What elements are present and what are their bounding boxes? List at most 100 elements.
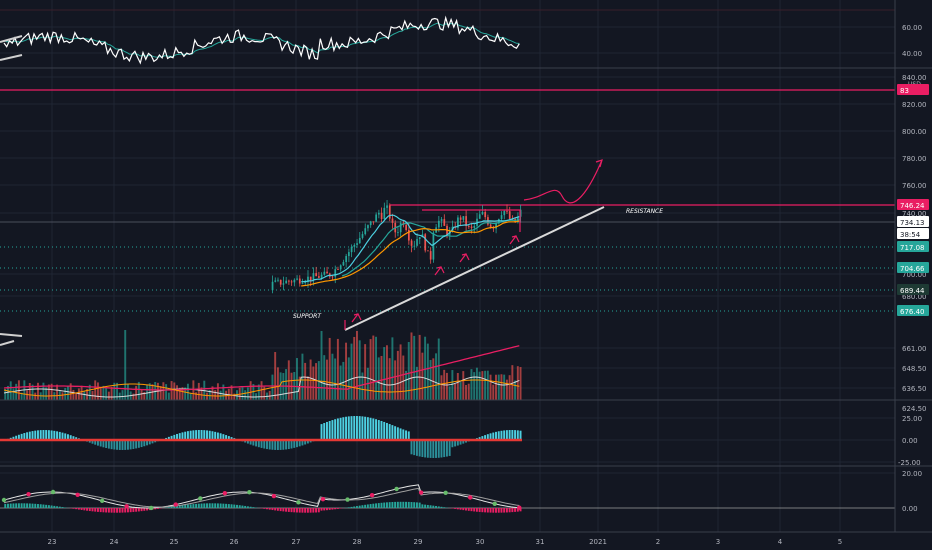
osc-bar	[192, 504, 195, 508]
price-tag-6: 689.44	[900, 287, 925, 295]
osc-dot	[173, 502, 178, 507]
support-trendline[interactable]	[344, 206, 605, 331]
volume-bar	[445, 372, 448, 400]
volume-bar	[478, 371, 481, 400]
osc-bar	[225, 503, 228, 508]
price-tick-5: 740.00	[902, 210, 927, 218]
macd-bar	[118, 440, 121, 450]
macd-panel[interactable]: 25.00 0.00 -25.00	[0, 415, 922, 467]
rsi-panel[interactable]: 60.00 40.00	[0, 9, 922, 65]
macd-histogram	[7, 416, 522, 458]
oscillator-panel[interactable]: 20.00 0.00	[0, 470, 922, 513]
macd-bar	[380, 420, 383, 440]
volume-bar	[503, 374, 506, 400]
osc-bar	[481, 508, 484, 513]
osc-bar	[167, 507, 170, 508]
volume-bar	[143, 392, 146, 400]
osc-bar	[492, 508, 495, 513]
osc-bar	[489, 508, 492, 513]
macd-bar	[459, 440, 462, 445]
volume-bar	[475, 367, 478, 400]
macd-bar	[151, 440, 154, 444]
osc-bar	[388, 502, 391, 508]
macd-bar	[61, 432, 64, 440]
volume-bar	[263, 386, 266, 400]
osc-tick-20: 20.00	[902, 470, 922, 478]
osc-bar	[312, 508, 315, 513]
osc-bar	[75, 508, 78, 510]
time-axis[interactable]: 23 24 25 26 27 28 29 30 31 2021 2 3 4 5	[48, 538, 843, 546]
macd-bar	[31, 431, 34, 440]
volume-bar	[467, 383, 470, 400]
candle-body	[285, 280, 288, 284]
volume-bar	[167, 392, 170, 400]
time-label-11: 3	[716, 538, 720, 546]
osc-bar	[415, 502, 418, 508]
volume-bar	[56, 384, 59, 400]
volume-bar	[186, 383, 189, 400]
macd-bar	[225, 435, 228, 440]
osc-bar	[47, 505, 50, 508]
price-tag-2: 734.13	[900, 219, 925, 227]
candle-body	[383, 207, 386, 220]
osc-bar	[377, 503, 380, 508]
osc-bar	[424, 504, 427, 508]
volume-bar	[176, 385, 178, 400]
price-axis[interactable]: 840.00 820.00 800.00 780.00 760.00 740.00 700.…	[902, 74, 927, 413]
macd-bar	[298, 440, 301, 447]
price-panel[interactable]: RESISTANCE SUPPORT 840.00 820.00 800.00 780…	[0, 74, 929, 413]
macd-bar	[189, 430, 192, 440]
macd-bar	[454, 440, 457, 447]
macd-bar	[23, 433, 26, 440]
candle-body	[307, 276, 309, 282]
macd-bar	[56, 431, 59, 440]
candle-body	[503, 210, 506, 216]
osc-bar	[230, 504, 233, 508]
price-tag-bg-5	[897, 262, 929, 273]
candle-body	[459, 217, 462, 220]
price-tick-4: 760.00	[902, 182, 927, 190]
osc-bar	[241, 505, 244, 508]
volume-bar	[121, 390, 124, 400]
volume-bar	[402, 355, 405, 400]
macd-bar	[301, 440, 304, 446]
volume-bar	[249, 381, 252, 400]
volume-bar	[331, 353, 334, 400]
candle-body	[424, 234, 427, 251]
osc-bar	[279, 508, 282, 512]
macd-bar	[478, 437, 481, 440]
candle-body	[481, 211, 484, 215]
volume-bar	[342, 361, 345, 400]
volume-bar	[42, 382, 45, 400]
macd-bar	[214, 431, 217, 440]
candle-body	[304, 281, 307, 284]
volume-bar	[116, 382, 119, 400]
macd-bar	[432, 440, 435, 458]
price-tag-5: 704.66	[900, 265, 925, 273]
macd-bar	[331, 420, 334, 440]
macd-bar	[405, 430, 407, 440]
price-tag-bg-4	[897, 241, 929, 252]
volume-bar	[312, 366, 315, 400]
macd-bar	[99, 440, 102, 447]
osc-bar	[118, 508, 121, 513]
osc-bar	[56, 506, 59, 508]
volume-bar	[361, 372, 364, 400]
candle-body	[358, 237, 361, 244]
volume-bar	[140, 389, 143, 400]
macd-bar	[437, 440, 440, 458]
macd-bar	[306, 440, 309, 444]
volume-bar	[328, 337, 331, 400]
macd-bar	[399, 428, 402, 440]
volume-bar	[77, 388, 80, 400]
price-tag-0: 83	[900, 87, 909, 95]
osc-bar	[516, 508, 519, 512]
osc-bar	[249, 506, 252, 508]
macd-bar	[37, 430, 39, 440]
osc-bar	[282, 508, 285, 512]
vertical-grid	[51, 0, 841, 532]
osc-bar	[285, 508, 288, 512]
macd-bar	[276, 440, 279, 450]
volume-bar	[173, 382, 176, 400]
